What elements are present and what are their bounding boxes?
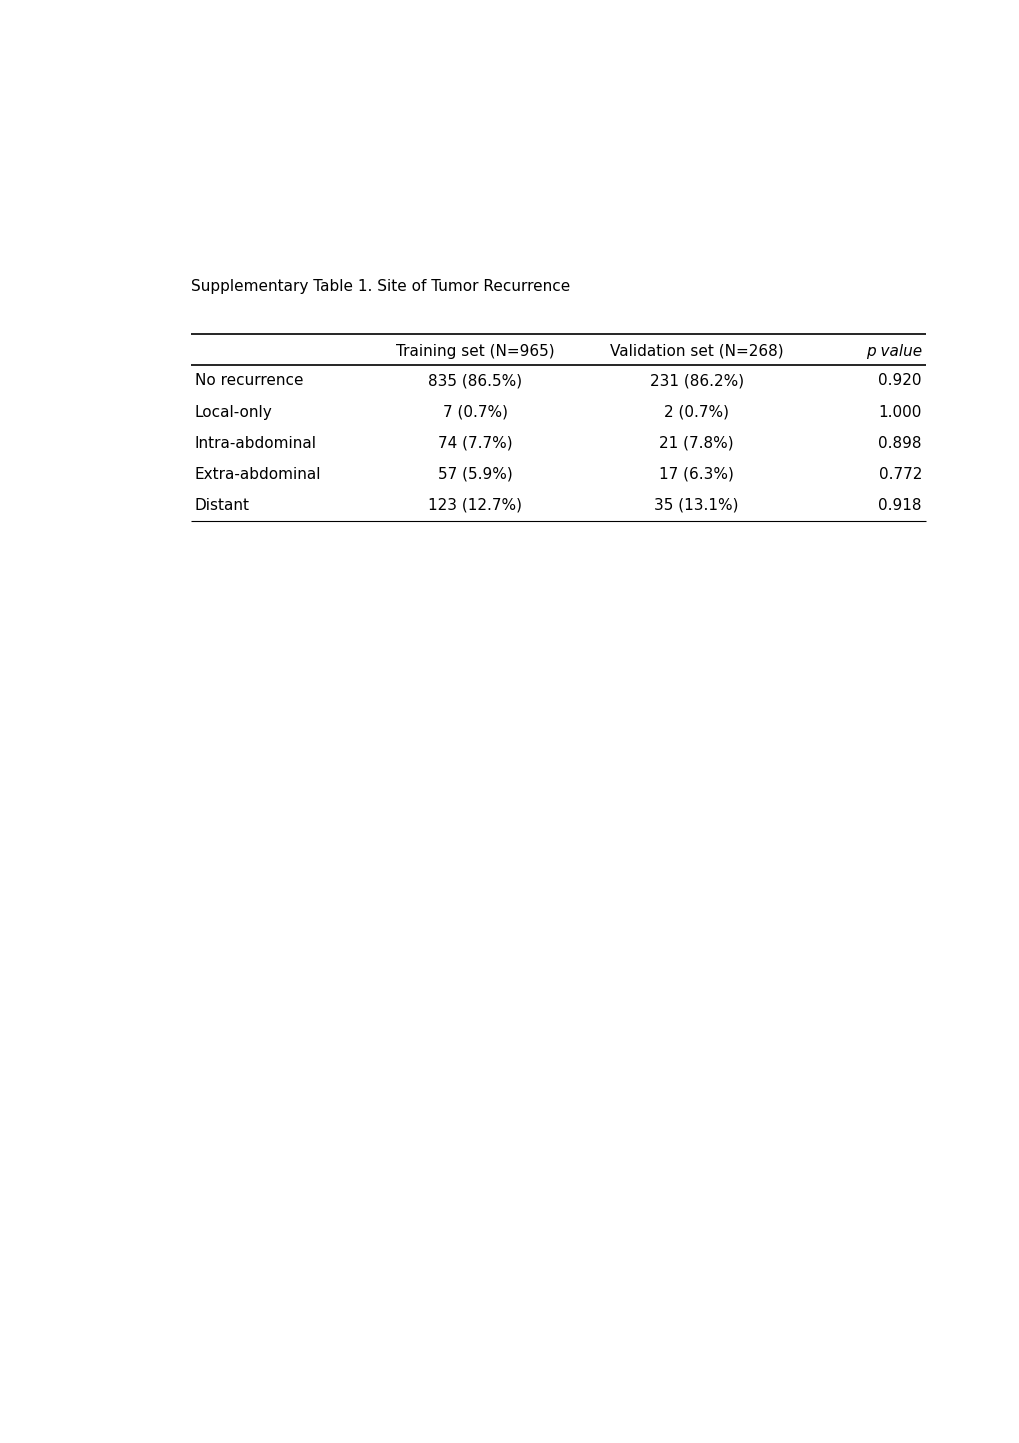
Text: Intra-abdominal: Intra-abdominal: [195, 436, 316, 450]
Text: 835 (86.5%): 835 (86.5%): [428, 374, 522, 388]
Text: p value: p value: [865, 343, 921, 359]
Text: Local-only: Local-only: [195, 404, 272, 420]
Text: 231 (86.2%): 231 (86.2%): [649, 374, 743, 388]
Text: 7 (0.7%): 7 (0.7%): [442, 404, 507, 420]
Text: 57 (5.9%): 57 (5.9%): [437, 466, 513, 482]
Text: 123 (12.7%): 123 (12.7%): [428, 498, 522, 512]
Text: 2 (0.7%): 2 (0.7%): [663, 404, 729, 420]
Text: 35 (13.1%): 35 (13.1%): [654, 498, 738, 512]
Text: 21 (7.8%): 21 (7.8%): [658, 436, 734, 450]
Text: 1.000: 1.000: [877, 404, 921, 420]
Text: 0.898: 0.898: [877, 436, 921, 450]
Text: Validation set (N=268): Validation set (N=268): [609, 343, 783, 359]
Text: 17 (6.3%): 17 (6.3%): [658, 466, 734, 482]
Text: Extra-abdominal: Extra-abdominal: [195, 466, 321, 482]
Text: No recurrence: No recurrence: [195, 374, 303, 388]
Text: 0.772: 0.772: [877, 466, 921, 482]
Text: Distant: Distant: [195, 498, 250, 512]
Text: Training set (N=965): Training set (N=965): [395, 343, 554, 359]
Text: 0.920: 0.920: [877, 374, 921, 388]
Text: 74 (7.7%): 74 (7.7%): [437, 436, 513, 450]
Text: 0.918: 0.918: [877, 498, 921, 512]
Text: Supplementary Table 1. Site of Tumor Recurrence: Supplementary Table 1. Site of Tumor Rec…: [191, 278, 570, 294]
